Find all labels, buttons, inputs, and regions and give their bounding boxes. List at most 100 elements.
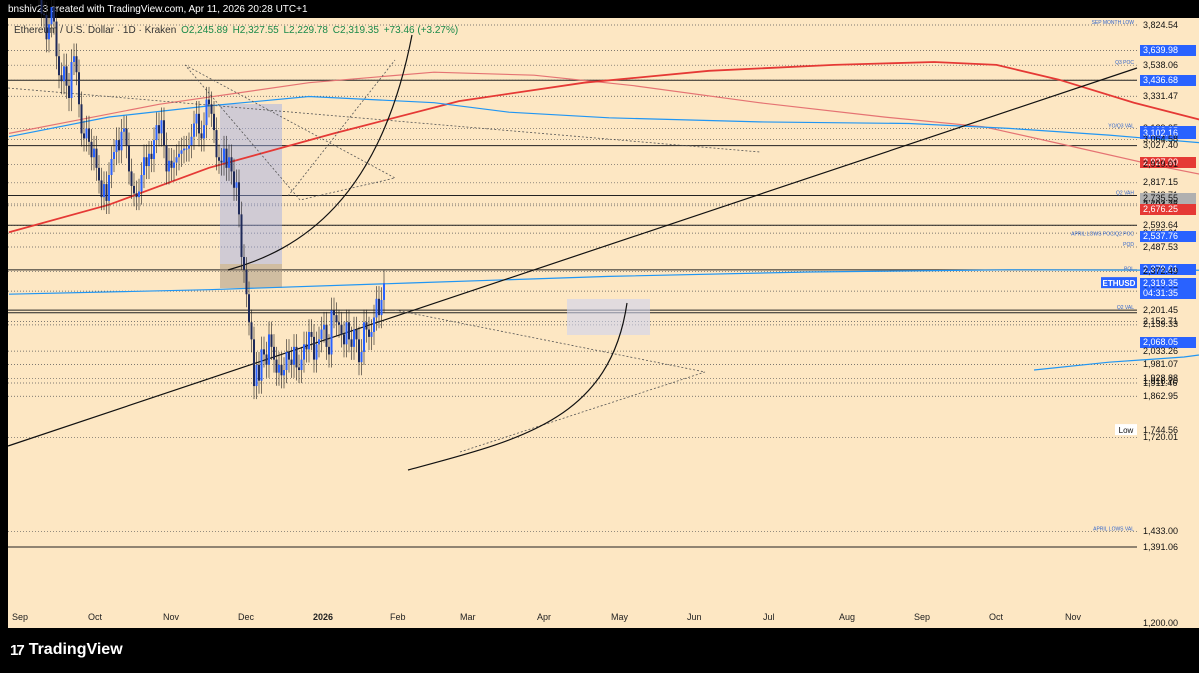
candle-body (280, 364, 283, 376)
candle-body (50, 7, 53, 25)
candle (295, 334, 298, 381)
candle (278, 352, 280, 386)
candle-body (278, 364, 280, 373)
candle-body (90, 141, 93, 158)
candle-body (303, 344, 305, 360)
candle (313, 324, 315, 373)
candle (195, 101, 198, 137)
level-annotation: YO/Q3 VAL (1108, 123, 1134, 129)
candle (203, 112, 205, 152)
candle (360, 339, 363, 376)
candle-body (215, 130, 218, 158)
tradingview-brand: TradingView (28, 641, 123, 658)
candle (130, 158, 133, 200)
price-label: 2,372.49 (1143, 266, 1179, 276)
candle (55, 8, 58, 70)
candle-body (183, 148, 185, 151)
triangle-dotted (184, 64, 397, 201)
candle-body (355, 329, 358, 340)
candle-body (188, 145, 190, 149)
candle (90, 129, 93, 171)
time-label: Nov (163, 612, 180, 622)
candle (160, 107, 163, 147)
level-annotation: PQD (1123, 242, 1134, 248)
candle-body (123, 128, 125, 132)
candle (345, 309, 348, 358)
candle (150, 141, 153, 173)
candle-body (253, 339, 255, 387)
candle-body (58, 56, 60, 76)
price-label: 2,139.33 (1143, 319, 1179, 330)
candle (65, 53, 68, 99)
candle (355, 316, 358, 353)
candle-body (55, 21, 58, 57)
price-label: 2,735.55 (1140, 192, 1196, 204)
candle (320, 316, 323, 353)
candle (208, 86, 210, 118)
candle-body (175, 157, 178, 163)
tradingview-logo[interactable]: 17 TradingView (10, 641, 123, 659)
candle-body (80, 104, 83, 134)
candle-body (173, 162, 175, 168)
candle-body (283, 370, 285, 376)
candle (145, 144, 148, 180)
symbol-description: Ethereum / U.S. Dollar · 1D · Kraken (14, 25, 177, 36)
candle-body (208, 99, 210, 105)
candle-body (265, 354, 268, 365)
candle-body (345, 322, 348, 345)
candle-body (130, 171, 133, 186)
candle (308, 319, 310, 363)
candle-body (93, 148, 95, 158)
candle-body (373, 317, 375, 332)
candle-body (128, 145, 130, 172)
price-label: 1,911.46 (1143, 377, 1178, 388)
price-label: 2,927.90 (1140, 157, 1196, 169)
candle-body (40, 0, 43, 14)
candle-body (350, 339, 353, 347)
candle-body (43, 13, 45, 15)
candle (348, 309, 350, 353)
candle (330, 297, 333, 368)
level-annotation: PQL (1124, 266, 1134, 272)
price-label: 3,538.06 (1143, 59, 1179, 70)
candle (365, 309, 368, 343)
candle (185, 135, 188, 162)
candle-body (148, 153, 150, 167)
candle (288, 339, 290, 373)
candle (63, 53, 65, 95)
candle (120, 118, 123, 164)
time-label: Apr (537, 612, 552, 622)
parabolic-curve-left (227, 34, 413, 271)
candle (255, 352, 258, 400)
time-axis[interactable] (8, 608, 1137, 628)
candle (213, 101, 215, 144)
candle (315, 331, 318, 373)
trendline-dotted-wedge-bottom (459, 371, 706, 453)
candle (333, 297, 335, 329)
ma-blue-lower-line (8, 269, 1199, 295)
candle (105, 171, 108, 214)
candle (250, 309, 253, 353)
candle (125, 115, 128, 159)
candle-body (110, 159, 113, 175)
candle-body (293, 346, 295, 365)
price-label: 1,862.95 (1143, 390, 1179, 401)
time-label: Oct (989, 612, 1004, 622)
time-label: Oct (88, 612, 103, 622)
candle-body (260, 349, 263, 381)
candle-body (268, 334, 270, 365)
trendline-long (7, 67, 1138, 447)
candle-body (145, 157, 148, 167)
candle (50, 0, 53, 38)
candle (373, 304, 375, 346)
candle-body (258, 364, 260, 381)
candle-body (383, 283, 385, 300)
candle (350, 326, 353, 360)
candle (165, 132, 168, 185)
price-label: 3,102.16 (1140, 127, 1196, 139)
candle (268, 321, 270, 378)
candle-body (220, 160, 223, 163)
candle-body (238, 182, 240, 215)
price-label: 2,817.15 (1143, 177, 1179, 188)
candle (298, 354, 300, 384)
